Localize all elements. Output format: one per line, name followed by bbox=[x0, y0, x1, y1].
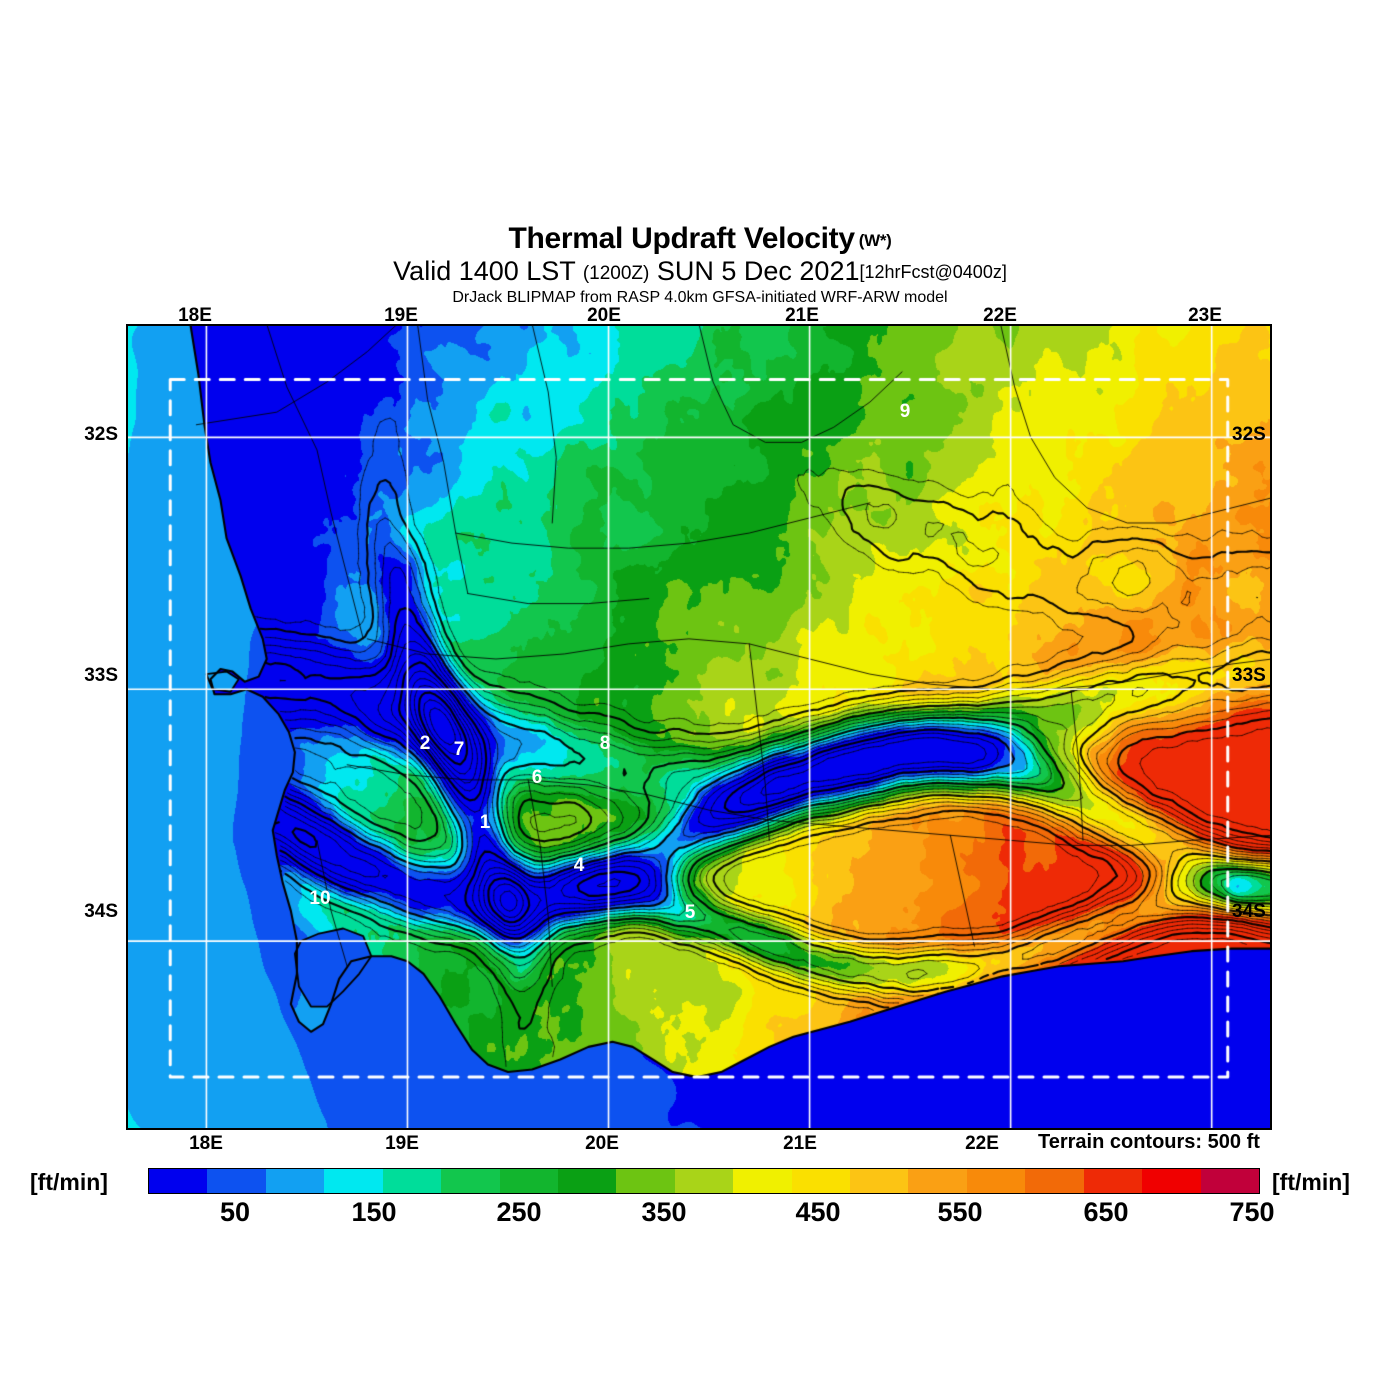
lon-label-top-23E: 23E bbox=[1188, 305, 1222, 326]
colorbar-band-7 bbox=[557, 1169, 617, 1193]
colorbar-tick-250: 250 bbox=[496, 1197, 542, 1227]
colorbar-band-11 bbox=[791, 1169, 851, 1193]
colorbar-scale bbox=[148, 1168, 1260, 1194]
colorbar-tick-650: 650 bbox=[1083, 1197, 1129, 1227]
lon-label-top-18E: 18E bbox=[178, 305, 212, 326]
map-panel[interactable] bbox=[126, 324, 1272, 1130]
lon-label-top-19E: 19E bbox=[384, 305, 418, 326]
lat-label-left-32S: 32S bbox=[84, 424, 118, 445]
colorbar-tick-150: 150 bbox=[351, 1197, 397, 1227]
colorbar-band-12 bbox=[850, 1169, 909, 1193]
colorbar-ticks: 50 150 250 350 450 550 650 750 bbox=[0, 1197, 1400, 1237]
map-border bbox=[126, 324, 1272, 1130]
lon-label-top-22E: 22E bbox=[983, 305, 1017, 326]
lat-label-right-34S: 34S bbox=[1232, 901, 1266, 922]
page-title-variable: (W*) bbox=[858, 231, 892, 250]
colorbar-band-3 bbox=[324, 1169, 383, 1193]
colorbar-tick-350: 350 bbox=[641, 1197, 687, 1227]
lon-label-bottom-20E: 20E bbox=[585, 1133, 619, 1154]
page-title-text: Thermal Updraft Velocity bbox=[508, 222, 855, 255]
lon-label-top-20E: 20E bbox=[587, 305, 621, 326]
colorbar-units-right: [ft/min] bbox=[1272, 1169, 1350, 1195]
colorbar-band-4 bbox=[382, 1169, 442, 1193]
lon-label-bottom-22E: 22E bbox=[965, 1133, 999, 1154]
colorbar-tick-50: 50 bbox=[219, 1197, 251, 1227]
lat-label-left-33S: 33S bbox=[84, 665, 118, 686]
colorbar-band-1 bbox=[207, 1169, 266, 1193]
valid-zulu-time: (1200Z) bbox=[582, 263, 650, 284]
colorbar-band-9 bbox=[674, 1169, 734, 1193]
lon-label-top-21E: 21E bbox=[785, 305, 819, 326]
page-title: Thermal Updraft Velocity (W*) bbox=[508, 222, 891, 258]
colorbar-band-6 bbox=[499, 1169, 558, 1193]
colorbar-band-13 bbox=[908, 1169, 967, 1193]
lat-label-right-33S: 33S bbox=[1232, 665, 1266, 686]
colorbar-tick-450: 450 bbox=[795, 1197, 841, 1227]
colorbar-band-2 bbox=[265, 1169, 325, 1193]
lat-label-left-34S: 34S bbox=[84, 901, 118, 922]
colorbar-band-8 bbox=[616, 1169, 675, 1193]
colorbar-band-17 bbox=[1142, 1169, 1201, 1193]
model-credit: DrJack BLIPMAP from RASP 4.0km GFSA-init… bbox=[452, 289, 948, 306]
lon-label-bottom-18E: 18E bbox=[189, 1133, 223, 1154]
colorbar-band-5 bbox=[441, 1169, 500, 1193]
terrain-contour-note: Terrain contours: 500 ft bbox=[1038, 1131, 1260, 1153]
colorbar-tick-550: 550 bbox=[937, 1197, 983, 1227]
valid-time-line: Valid 1400 LST (1200Z) SUN 5 Dec 2021[12… bbox=[0, 256, 1400, 289]
colorbar-band-16 bbox=[1083, 1169, 1143, 1193]
lat-label-right-32S: 32S bbox=[1232, 424, 1266, 445]
lon-label-bottom-21E: 21E bbox=[783, 1133, 817, 1154]
colorbar-band-18 bbox=[1200, 1169, 1260, 1193]
colorbar-band-15 bbox=[1025, 1169, 1084, 1193]
valid-local-time: Valid 1400 LST bbox=[393, 256, 576, 286]
colorbar-tick-750: 750 bbox=[1229, 1197, 1275, 1227]
colorbar-band-0 bbox=[149, 1169, 208, 1193]
forecast-hour: [12hrFcst@0400z] bbox=[859, 262, 1007, 282]
colorbar-band-14 bbox=[966, 1169, 1026, 1193]
colorbar-band-10 bbox=[733, 1169, 792, 1193]
thermal-updraft-heatmap[interactable] bbox=[126, 324, 1272, 1130]
valid-date: SUN 5 Dec 2021 bbox=[656, 256, 860, 286]
colorbar-units-left: [ft/min] bbox=[30, 1169, 108, 1195]
colorbar-panel: [ft/min] [ft/min] 50 150 250 350 450 550 650 75… bbox=[0, 1163, 1400, 1243]
title-block: Thermal Updraft Velocity (W*) Valid 1400 … bbox=[0, 222, 1400, 307]
lon-label-bottom-19E: 19E bbox=[385, 1133, 419, 1154]
